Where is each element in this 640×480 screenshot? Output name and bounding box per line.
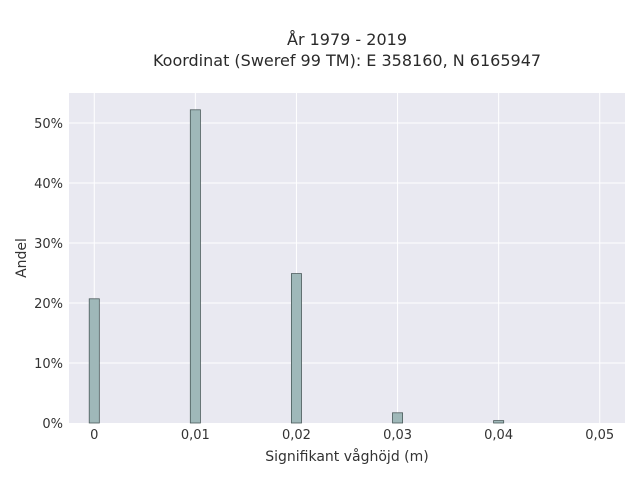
y-tick-label-0: 0% bbox=[42, 417, 63, 432]
x-tick-label-4: 0,04 bbox=[484, 428, 513, 443]
y-tick-label-4: 40% bbox=[34, 177, 63, 192]
x-tick-labels: 0 0,01 0,02 0,03 0,04 0,05 bbox=[90, 428, 614, 443]
y-axis-label: Andel bbox=[14, 238, 30, 278]
y-tick-label-1: 10% bbox=[34, 357, 63, 372]
bar-3 bbox=[392, 412, 403, 424]
chart-title-line2: Koordinat (Sweref 99 TM): E 358160, N 61… bbox=[153, 51, 541, 70]
y-tick-label-2: 20% bbox=[34, 297, 63, 312]
x-tick-label-2: 0,02 bbox=[282, 428, 311, 443]
bar-1 bbox=[189, 109, 201, 424]
bar-2 bbox=[290, 273, 302, 424]
y-tick-labels: 0% 10% 20% 30% 40% 50% bbox=[34, 117, 63, 432]
plot-area bbox=[69, 93, 625, 423]
grid-lines bbox=[69, 93, 625, 423]
bar-0 bbox=[88, 298, 100, 424]
x-tick-label-1: 0,01 bbox=[181, 428, 210, 443]
x-axis-label: Signifikant våghöjd (m) bbox=[265, 448, 428, 465]
y-tick-label-3: 30% bbox=[34, 237, 63, 252]
x-tick-label-0: 0 bbox=[90, 428, 98, 443]
x-tick-label-3: 0,03 bbox=[383, 428, 412, 443]
x-tick-label-5: 0,05 bbox=[585, 428, 614, 443]
bars bbox=[88, 109, 505, 424]
bar-4 bbox=[493, 420, 505, 424]
chart-title-line1: År 1979 - 2019 bbox=[287, 30, 407, 49]
y-tick-label-5: 50% bbox=[34, 117, 63, 132]
